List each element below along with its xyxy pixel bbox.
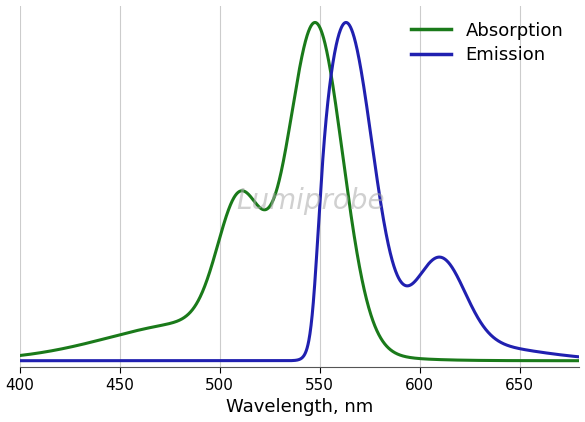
- X-axis label: Wavelength, nm: Wavelength, nm: [226, 398, 373, 417]
- Absorption: [288, 109, 295, 114]
- Emission: [343, 20, 350, 25]
- Absorption: [457, 357, 464, 362]
- Absorption: [560, 358, 567, 363]
- Line: Emission: Emission: [20, 22, 580, 361]
- Absorption: [16, 353, 23, 358]
- Emission: [457, 281, 464, 286]
- Emission: [288, 358, 295, 363]
- Emission: [576, 354, 583, 360]
- Text: Lumiprobe: Lumiprobe: [236, 187, 385, 215]
- Absorption: [274, 186, 281, 191]
- Line: Absorption: Absorption: [20, 22, 580, 361]
- Absorption: [560, 358, 567, 363]
- Emission: [274, 358, 281, 363]
- Absorption: [576, 358, 583, 363]
- Absorption: [45, 349, 52, 354]
- Absorption: [311, 20, 318, 25]
- Emission: [560, 353, 567, 358]
- Emission: [560, 353, 567, 358]
- Emission: [45, 358, 52, 363]
- Emission: [16, 358, 23, 363]
- Legend: Absorption, Emission: Absorption, Emission: [404, 15, 570, 71]
